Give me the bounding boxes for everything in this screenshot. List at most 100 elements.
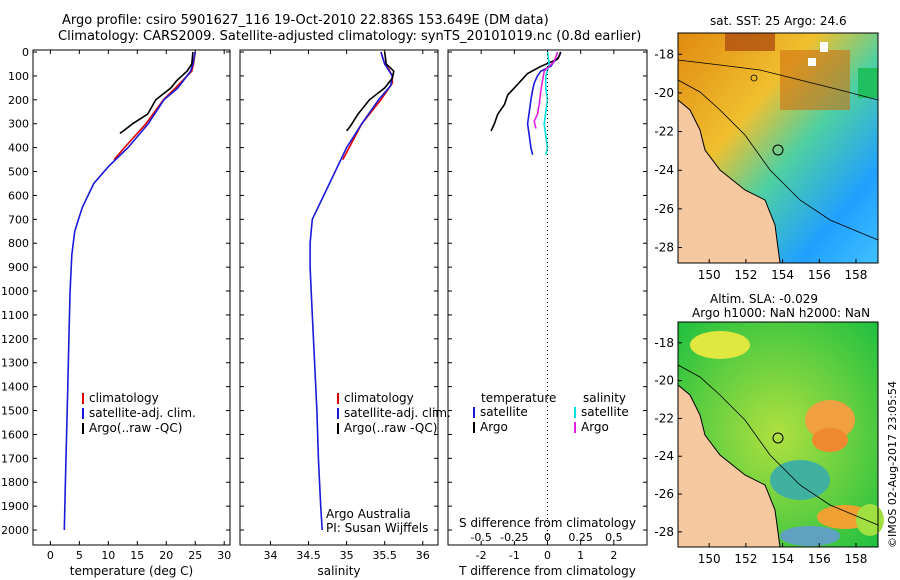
map-x-tick-label: 154 <box>771 268 794 282</box>
x-tick-label: 36 <box>416 549 430 562</box>
argo-australia-label: Argo Australia <box>326 507 411 521</box>
series-satellite <box>63 51 196 531</box>
legend-label: satellite <box>480 405 528 419</box>
y-tick-label: 1300 <box>1 357 29 370</box>
y-tick-label: 400 <box>8 142 29 155</box>
x-tick-label: 35 <box>340 549 354 562</box>
temperature-panel <box>32 49 231 546</box>
map-x-tick-label: 150 <box>698 552 721 566</box>
s-tick-label: -0.25 <box>500 531 528 544</box>
legend-label: satellite-adj. clim. <box>344 406 451 420</box>
pi-label: PI: Susan Wijffels <box>326 521 429 535</box>
argo-location-marker <box>772 144 784 156</box>
map-y-tick-label: -18 <box>654 47 674 61</box>
salinity-panel <box>239 49 439 546</box>
y-tick-label: 1100 <box>1 309 29 322</box>
map-y-tick-label: -26 <box>654 487 674 501</box>
x-tick-label: 15 <box>130 549 144 562</box>
y-tick-label: 1000 <box>1 285 29 298</box>
legend-label: Argo <box>480 420 508 434</box>
map-x-tick-label: 152 <box>734 268 757 282</box>
map-x-tick-label: 156 <box>808 552 831 566</box>
x-tick-label: -2 <box>476 549 487 562</box>
legend-label: Argo <box>581 420 609 434</box>
map-x-tick-label: 156 <box>808 268 831 282</box>
s-tick-label: 0 <box>544 531 551 544</box>
y-tick-label: 1400 <box>1 381 29 394</box>
legend-label: climatology <box>89 391 159 405</box>
series-s-satellite <box>543 51 551 155</box>
x-axis-label: temperature (deg C) <box>70 564 193 578</box>
legend-label: Argo(..raw -QC) <box>344 421 437 435</box>
x-tick-label: 34.5 <box>296 549 321 562</box>
s-tick-label: -0.5 <box>470 531 491 544</box>
x-tick-label: 34 <box>263 549 277 562</box>
x-tick-label: 5 <box>76 549 83 562</box>
y-tick-label: 700 <box>8 213 29 226</box>
series-t-argo <box>490 51 562 132</box>
legend-label: Argo(..raw -QC) <box>89 421 182 435</box>
series-climatology <box>113 51 196 161</box>
x-tick-label: 0 <box>47 549 54 562</box>
map-y-tick-label: -18 <box>654 336 674 350</box>
y-tick-label: 2000 <box>1 524 29 537</box>
y-tick-label: 100 <box>8 70 29 83</box>
map-x-tick-label: 150 <box>698 268 721 282</box>
y-tick-label: 500 <box>8 166 29 179</box>
series-climatology <box>342 51 394 160</box>
y-tick-label: 900 <box>8 261 29 274</box>
map-y-tick-label: -28 <box>654 241 674 255</box>
y-tick-label: 800 <box>8 237 29 250</box>
map-y-tick-label: -26 <box>654 202 674 216</box>
y-tick-label: 1900 <box>1 500 29 513</box>
x-axis-label: salinity <box>317 564 360 578</box>
y-tick-label: 0 <box>22 46 29 59</box>
map-y-tick-label: -24 <box>654 449 674 463</box>
x-tick-label: -1 <box>509 549 520 562</box>
map-x-tick-label: 152 <box>734 552 757 566</box>
x-tick-label: 20 <box>159 549 173 562</box>
map-y-tick-label: -28 <box>654 525 674 539</box>
y-tick-label: 1600 <box>1 428 29 441</box>
series-argo <box>119 51 194 134</box>
x-tick-label: 25 <box>188 549 202 562</box>
legend-label: satellite <box>581 405 629 419</box>
x-tick-label: 0 <box>544 549 551 562</box>
s-tick-label: 0.25 <box>568 531 593 544</box>
chart-title-line2: Climatology: CARS2009. Satellite-adjuste… <box>58 29 642 44</box>
map-x-tick-label: 154 <box>771 552 794 566</box>
legend-temperature-heading: temperature <box>481 391 556 405</box>
x-axis-label: T difference from climatology <box>458 564 636 578</box>
map-y-tick-label: -20 <box>654 374 674 388</box>
sla-map-title-line1: Altim. SLA: -0.029 <box>710 292 819 306</box>
legend-salinity-heading: salinity <box>583 391 626 405</box>
x-tick-label: 10 <box>101 549 115 562</box>
series-satellite <box>309 51 394 531</box>
y-tick-label: 1700 <box>1 452 29 465</box>
series-s-argo <box>533 51 559 129</box>
series-t-satellite <box>526 51 562 155</box>
series-argo <box>345 51 395 132</box>
sla-map <box>677 321 884 548</box>
sst-map-title: sat. SST: 25 Argo: 24.6 <box>710 14 847 28</box>
map-y-tick-label: -22 <box>654 411 674 425</box>
sla-map-title-line2: Argo h1000: NaN h2000: NaN <box>692 306 871 320</box>
y-tick-label: 300 <box>8 118 29 131</box>
imos-timestamp: ©IMOS 02-Aug-2017 23:05:54 <box>886 381 899 548</box>
x-tick-label: 1 <box>577 549 584 562</box>
x-tick-label: 30 <box>217 549 231 562</box>
y-tick-label: 1500 <box>1 405 29 418</box>
legend-label: climatology <box>344 391 414 405</box>
map-y-tick-label: -22 <box>654 125 674 139</box>
map-x-tick-label: 158 <box>845 268 868 282</box>
s-tick-label: 0.5 <box>605 531 623 544</box>
legend-label: satellite-adj. clim. <box>89 406 196 420</box>
y-tick-label: 1800 <box>1 476 29 489</box>
x-tick-label: 2 <box>610 549 617 562</box>
sst-map <box>677 32 879 264</box>
map-y-tick-label: -20 <box>654 86 674 100</box>
y-tick-label: 600 <box>8 189 29 202</box>
chart-title-line1: Argo profile: csiro 5901627_116 19-Oct-2… <box>62 13 549 28</box>
map-x-tick-label: 158 <box>845 552 868 566</box>
